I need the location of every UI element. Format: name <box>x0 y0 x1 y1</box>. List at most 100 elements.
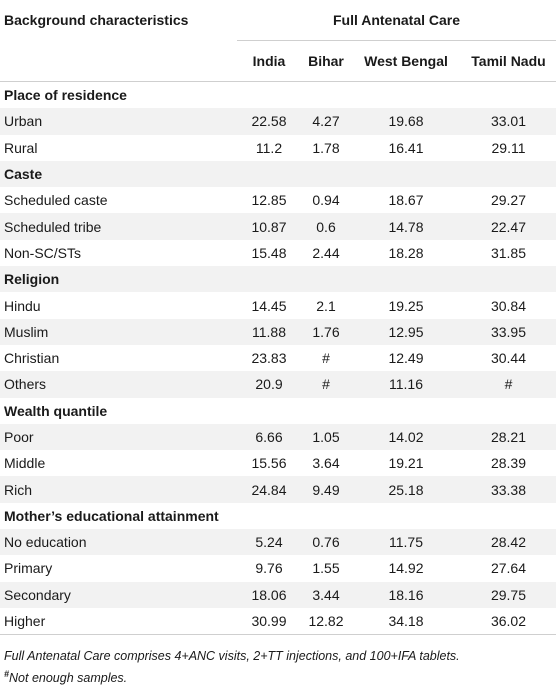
value-cell: 11.75 <box>351 529 461 556</box>
table-body: Place of residence Urban 22.58 4.27 19.68 33.… <box>0 82 556 636</box>
value-cell: 12.95 <box>351 318 461 345</box>
empty-header-cell <box>0 41 237 82</box>
value-cell: 30.84 <box>490 297 527 314</box>
value-cell: 12.49 <box>388 350 424 367</box>
value-cell: 31.85 <box>490 244 527 261</box>
footnote-symbol: # <box>4 669 10 680</box>
value-cell: 28.21 <box>461 423 556 451</box>
value-cell: 11.88 <box>237 318 301 345</box>
table-row: Middle 15.56 3.64 19.21 28.39 <box>0 450 556 476</box>
row-label: Higher <box>0 607 237 636</box>
value-cell: 18.67 <box>388 192 424 209</box>
value-cell: 15.56 <box>251 455 287 472</box>
table-header: Background characteristics Full Antenata… <box>0 0 556 82</box>
value-cell: 29.75 <box>461 581 556 608</box>
value-cell: 11.2 <box>255 139 283 156</box>
section-row: Place of residence <box>0 82 556 109</box>
value-cell: 16.41 <box>388 139 424 156</box>
group-header: Full Antenatal Care <box>237 0 556 41</box>
value-cell: 12.85 <box>251 192 287 209</box>
row-label: Urban <box>0 108 237 135</box>
row-label: Muslim <box>0 318 237 345</box>
value-cell: 3.64 <box>312 455 340 472</box>
value-cell: 22.47 <box>461 213 556 240</box>
section-title: Wealth quantile <box>4 402 108 419</box>
value-cell: 29.11 <box>491 139 526 156</box>
value-cell: # <box>461 371 556 398</box>
row-label-header: Background characteristics <box>4 12 189 29</box>
value-cell: 33.95 <box>461 318 556 345</box>
value-cell: 12.82 <box>301 607 351 636</box>
value-cell: 19.68 <box>351 108 461 135</box>
footnote-symbol-note: #Not enough samples. <box>4 665 552 687</box>
row-label: Middle <box>4 455 46 472</box>
value-cell: 34.18 <box>351 607 461 636</box>
value-cell: 24.84 <box>237 476 301 503</box>
column-header-india: India <box>252 53 286 69</box>
value-cell: 10.87 <box>237 213 301 240</box>
value-cell: 3.44 <box>301 581 351 608</box>
value-cell: 1.76 <box>301 318 351 345</box>
row-label: No education <box>0 529 237 556</box>
table-row: Others 20.9 #11.16 # <box>0 371 556 398</box>
value-cell: 18.16 <box>351 581 461 608</box>
table-row: Scheduled caste 12.85 0.94 18.67 29.27 <box>0 187 556 213</box>
section-row: Religion <box>0 266 556 293</box>
row-label: Non-SC/STs <box>4 244 82 261</box>
row-label: Rich <box>0 476 237 503</box>
row-label: Scheduled caste <box>4 192 108 209</box>
footnote-definition: Full Antenatal Care comprises 4+ANC visi… <box>4 649 460 664</box>
value-cell: 33.01 <box>461 108 556 135</box>
value-cell: 29.27 <box>490 192 527 209</box>
section-row: Wealth quantile <box>0 398 556 424</box>
table-row: Rural 11.2 1.78 16.41 29.11 <box>0 135 556 161</box>
value-cell: 4.27 <box>301 108 351 135</box>
value-cell: 14.92 <box>388 560 424 577</box>
value-cell: 19.25 <box>388 297 424 314</box>
value-cell: 25.18 <box>351 476 461 503</box>
value-cell: 0.76 <box>301 529 351 556</box>
table-row: Secondary 18.06 3.44 18.16 29.75 <box>0 581 556 608</box>
value-cell: 18.06 <box>237 581 301 608</box>
section-title: Religion <box>0 266 556 293</box>
value-cell: 9.49 <box>301 476 351 503</box>
value-cell: 28.39 <box>490 455 527 472</box>
value-cell: 28.42 <box>461 529 556 556</box>
column-header-west-bengal: West Bengal <box>364 53 448 69</box>
table-row: Higher 30.99 12.82 34.18 36.02 <box>0 607 556 636</box>
value-cell: # <box>322 350 330 367</box>
value-cell: 14.02 <box>351 423 461 451</box>
value-cell: 15.48 <box>251 244 287 261</box>
value-cell: 36.02 <box>461 607 556 636</box>
table-row: Non-SC/STs 15.48 2.44 18.28 31.85 <box>0 240 556 266</box>
row-label: Poor <box>0 423 237 451</box>
section-row: Caste <box>0 160 556 188</box>
table-row: Muslim 11.88 1.76 12.95 33.95 <box>0 318 556 345</box>
value-cell: 14.45 <box>251 297 287 314</box>
row-label: Rural <box>4 139 38 156</box>
value-cell: 11.16 <box>351 371 461 398</box>
section-title: Mother’s educational attainment <box>4 507 219 524</box>
table-row: Scheduled tribe 10.87 0.6 14.78 22.47 <box>0 213 556 240</box>
table-row: Poor 6.66 1.05 14.02 28.21 <box>0 423 556 451</box>
table-row: Hindu 14.45 2.1 19.25 30.84 <box>0 292 556 318</box>
table-row: Urban 22.58 4.27 19.68 33.01 <box>0 108 556 135</box>
section-title: Caste <box>0 160 556 188</box>
value-cell: 22.58 <box>237 108 301 135</box>
table-row: Primary 9.76 1.55 14.92 27.64 <box>0 555 556 581</box>
row-label: Secondary <box>0 581 237 608</box>
value-cell: 5.24 <box>237 529 301 556</box>
antenatal-care-table: Background characteristics Full Antenata… <box>0 0 556 636</box>
row-label: Hindu <box>4 297 41 314</box>
value-cell: 30.99 <box>237 607 301 636</box>
table-row: No education 5.24 0.76 11.75 28.42 <box>0 529 556 556</box>
value-cell: 33.38 <box>461 476 556 503</box>
value-cell: 14.78 <box>351 213 461 240</box>
table-row: Christian 23.83 #12.49 30.44 <box>0 345 556 371</box>
column-header-bihar: Bihar <box>308 53 344 69</box>
value-cell: 1.05 <box>301 423 351 451</box>
table-row: Rich 24.84 9.49 25.18 33.38 <box>0 476 556 503</box>
value-cell: 1.78 <box>312 139 340 156</box>
value-cell: 23.83 <box>251 350 287 367</box>
